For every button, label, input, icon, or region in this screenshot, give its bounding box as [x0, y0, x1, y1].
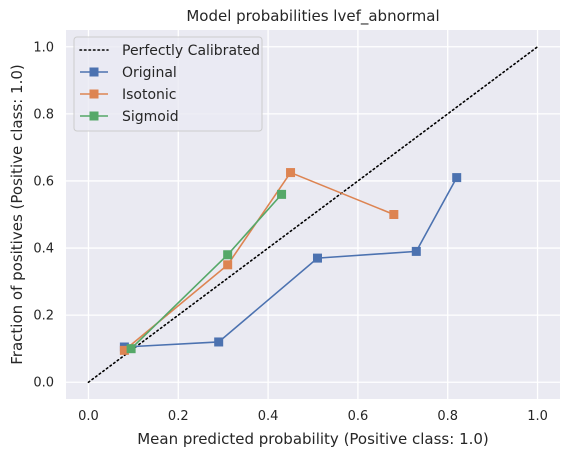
y-tick-label: 0.2 — [33, 309, 54, 324]
data-point-original — [411, 246, 421, 256]
y-tick-label: 0.4 — [33, 242, 54, 257]
x-tick-label: 0.2 — [168, 409, 189, 424]
chart-title: Model probabilities lvef_abnormal — [186, 7, 439, 26]
legend: Perfectly Calibrated Original Isotonic Sigm… — [73, 36, 263, 132]
data-point-original — [214, 337, 224, 347]
x-tick-label: 0.6 — [348, 409, 369, 424]
tick-labels: 0.0 0.2 0.4 0.6 0.8 1.0 0.0 0.2 0.4 0.6 0.8 1.0 — [33, 40, 548, 424]
legend-swatch-marker — [89, 67, 99, 77]
data-point-sigmoid — [223, 250, 233, 260]
x-tick-label: 0.8 — [437, 409, 458, 424]
legend-swatch-marker — [89, 111, 99, 121]
legend-label: Isotonic — [122, 87, 177, 103]
legend-item-isotonic: Isotonic — [80, 87, 177, 103]
legend-item-sigmoid: Sigmoid — [80, 109, 179, 125]
legend-item-perfectly-calibrated: Perfectly Calibrated — [79, 43, 260, 59]
data-point-isotonic — [389, 210, 399, 219]
series-layer — [119, 168, 462, 355]
legend-swatch-marker — [89, 89, 99, 99]
y-tick-label: 1.0 — [33, 40, 54, 55]
data-point-original — [452, 173, 462, 183]
reference-line-layer — [87, 45, 539, 384]
data-point-isotonic — [119, 345, 129, 355]
data-point-original — [312, 253, 322, 263]
y-tick-label: 0.8 — [33, 107, 54, 122]
data-point-sigmoid — [277, 189, 287, 199]
x-tick-label: 0.0 — [78, 409, 99, 424]
data-point-isotonic — [223, 260, 233, 270]
legend-items: Perfectly Calibrated Original Isotonic Sigm… — [79, 43, 260, 125]
x-tick-label: 1.0 — [527, 409, 548, 424]
legend-label: Perfectly Calibrated — [122, 43, 260, 59]
x-axis-label: Mean predicted probability (Positive cla… — [137, 430, 489, 448]
y-tick-label: 0.0 — [33, 376, 54, 391]
legend-box — [73, 36, 263, 132]
y-axis-label: Fraction of positives (Positive class: 1… — [8, 64, 26, 365]
legend-item-original: Original — [80, 65, 177, 81]
y-tick-label: 0.6 — [33, 174, 54, 189]
legend-label: Sigmoid — [122, 109, 179, 125]
series-sigmoid — [126, 189, 287, 354]
reference-line — [87, 45, 539, 384]
data-point-isotonic — [286, 168, 296, 178]
data-point-sigmoid — [126, 344, 136, 354]
legend-label: Original — [122, 65, 177, 81]
x-tick-label: 0.4 — [258, 409, 279, 424]
